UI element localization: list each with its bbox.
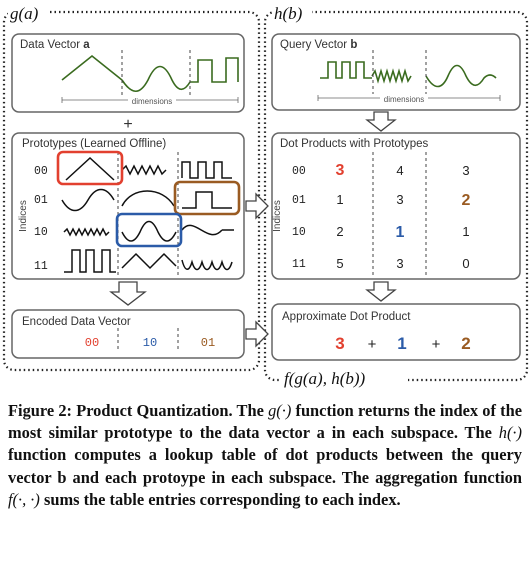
approx-term-1: 3: [335, 334, 344, 353]
dp-index-01: 01: [292, 194, 306, 207]
g-panel-title: g(a): [10, 4, 39, 23]
query-vector-axis-label: dimensions: [384, 95, 424, 104]
caption-text: The: [232, 401, 269, 420]
caption-label: Figure 2: Product Quantization.: [8, 401, 233, 420]
caption-f-function: f(·, ·): [8, 489, 40, 509]
dot-products-label: Dot Products with Prototypes: [280, 138, 429, 150]
prototype-waveforms: [61, 156, 234, 273]
dp-index-00: 00: [292, 165, 306, 178]
selected-prototype-10: [115, 212, 183, 248]
proto-index-11: 11: [34, 260, 48, 273]
dp-cell: 2: [462, 192, 471, 209]
approx-term-2: 1: [397, 334, 406, 353]
dp-cell: 5: [336, 256, 343, 271]
dot-products-table: 00 01 10 11 3 4 3 1 3 2 2 1 1 5 3 0: [292, 162, 471, 271]
proto-index-01: 01: [34, 194, 48, 207]
encoded-code-1: 00: [85, 336, 99, 350]
encoded-box: [11, 309, 245, 359]
caption-text: function computes a lookup table of dot …: [8, 445, 522, 487]
approx-box: [271, 303, 521, 361]
aggregation-formula: f(g(a), h(b)): [284, 369, 366, 388]
query-vector-box: [271, 33, 521, 111]
dot-products-axis-label: Indices: [272, 200, 283, 232]
approx-plus-1: +: [368, 336, 377, 353]
selected-prototype-01: [173, 180, 241, 216]
query-vector-label: Query Vector b: [280, 39, 357, 51]
plus-sign: +: [123, 116, 132, 133]
prototypes-label: Prototypes (Learned Offline): [22, 138, 166, 150]
dp-index-10: 10: [292, 226, 306, 239]
encoded-label: Encoded Data Vector: [22, 316, 131, 328]
data-vector-label: Data Vector a: [20, 39, 90, 51]
data-vector-signal: [61, 54, 239, 93]
approx-plus-2: +: [432, 336, 441, 353]
down-arrow-icon: [365, 281, 397, 302]
caption-text: sums the table entries corresponding to …: [39, 489, 401, 509]
right-arrow-icon: [245, 192, 269, 220]
down-arrow-icon: [109, 281, 147, 306]
dp-cell: 1: [336, 192, 343, 207]
approx-term-3: 2: [461, 334, 470, 353]
approx-label: Approximate Dot Product: [282, 311, 411, 323]
data-vector-axis-label: dimensions: [132, 97, 172, 106]
figure-caption: Figure 2: Product Quantization. The g(·)…: [8, 400, 522, 511]
prototypes-box: [11, 132, 245, 280]
query-vector-signal: [320, 61, 497, 88]
dp-cell: 2: [336, 224, 343, 239]
caption-g-function: g(·): [268, 401, 292, 420]
right-arrow-icon: [245, 320, 269, 348]
prototypes-axis-label: Indices: [18, 200, 29, 232]
h-panel-title: h(b): [274, 4, 303, 23]
caption-h-function: h(·): [498, 423, 522, 443]
down-arrow-icon: [365, 111, 397, 132]
dp-cell: 3: [336, 162, 345, 179]
proto-index-00: 00: [34, 165, 48, 178]
product-quantization-diagram: g(a) h(b) Data Vector a dimensions + Pro…: [2, 4, 529, 388]
selected-prototype-00: [56, 150, 124, 186]
data-vector-box: [11, 33, 245, 113]
dp-cell: 0: [462, 256, 469, 271]
dp-cell: 3: [396, 192, 403, 207]
dp-cell: 3: [396, 256, 403, 271]
dp-cell: 3: [462, 163, 469, 178]
dp-cell: 1: [396, 224, 405, 241]
encoded-code-2: 10: [143, 336, 157, 350]
encoded-code-3: 01: [201, 336, 215, 350]
dp-cell: 1: [462, 224, 469, 239]
dp-cell: 4: [396, 163, 403, 178]
dot-products-box: [271, 132, 521, 280]
caption-text: function returns the index of the most s…: [8, 401, 522, 443]
g-panel: [2, 10, 261, 372]
dp-index-11: 11: [292, 258, 306, 271]
proto-index-10: 10: [34, 226, 48, 239]
